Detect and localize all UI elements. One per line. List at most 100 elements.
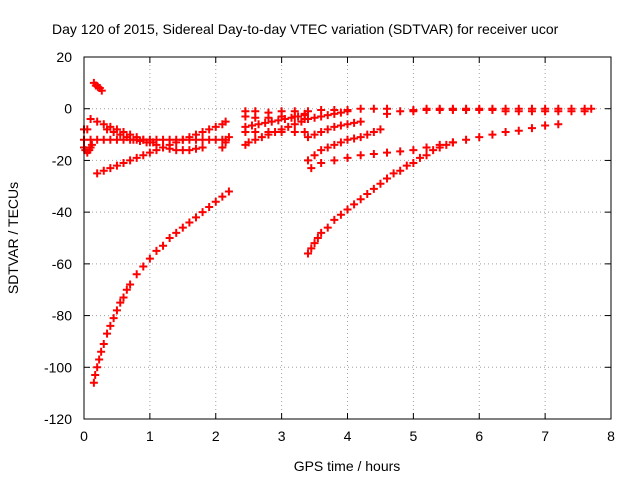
- y-tick-label: -80: [52, 308, 72, 324]
- data-point: [132, 270, 141, 279]
- data-point: [119, 159, 128, 168]
- data-point: [389, 169, 398, 178]
- x-tick-label: 2: [212, 428, 220, 444]
- data-point: [106, 321, 115, 330]
- data-point: [277, 127, 286, 136]
- data-point: [462, 135, 471, 144]
- data-point: [244, 138, 253, 147]
- data-point: [310, 113, 319, 122]
- data-point: [435, 106, 444, 115]
- data-point: [587, 104, 596, 113]
- data-point: [300, 127, 309, 136]
- data-point: [462, 106, 471, 115]
- data-point: [396, 107, 405, 116]
- data-point: [172, 228, 181, 237]
- series-mid-top: [241, 104, 392, 117]
- data-point: [205, 202, 214, 211]
- data-point: [218, 143, 227, 152]
- data-point: [89, 378, 98, 387]
- data-point: [185, 218, 194, 227]
- data-point: [330, 140, 339, 149]
- data-point: [119, 293, 128, 302]
- series-desc-mid: [103, 125, 158, 147]
- x-tick-label: 0: [80, 428, 88, 444]
- data-point: [191, 213, 200, 222]
- data-point: [383, 174, 392, 183]
- data-point: [267, 117, 276, 126]
- data-point: [145, 254, 154, 263]
- data-point: [580, 107, 589, 116]
- data-point: [475, 106, 484, 115]
- data-point: [287, 113, 296, 122]
- data-point: [369, 149, 378, 158]
- data-point: [264, 108, 273, 117]
- series-arc-low-2: [303, 138, 457, 258]
- data-point: [221, 117, 230, 126]
- data-point: [363, 190, 372, 199]
- data-point: [152, 246, 161, 255]
- series-x3-fan-2: [303, 117, 365, 142]
- data-point: [363, 130, 372, 139]
- data-point: [83, 125, 92, 134]
- x-axis-label: GPS time / hours: [294, 458, 401, 474]
- data-point: [290, 127, 299, 136]
- data-point: [224, 133, 233, 142]
- data-point: [112, 161, 121, 170]
- data-point: [336, 138, 345, 147]
- series-left-stub: [80, 125, 92, 134]
- y-tick-label: -20: [52, 152, 72, 168]
- data-point: [554, 120, 563, 129]
- data-point: [211, 122, 220, 131]
- data-point: [149, 138, 158, 147]
- data-point: [323, 111, 332, 120]
- grid: [84, 57, 611, 419]
- data-point: [376, 125, 385, 134]
- data-point: [165, 144, 174, 153]
- y-tick-label: -100: [44, 359, 72, 375]
- data-point: [448, 138, 457, 147]
- data-point: [475, 133, 484, 142]
- data-point: [350, 200, 359, 209]
- data-point: [429, 146, 438, 155]
- data-point: [241, 122, 250, 131]
- data-point: [323, 143, 332, 152]
- data-point: [185, 146, 194, 155]
- series-mid-flat: [241, 127, 309, 136]
- data-point: [126, 280, 135, 289]
- x-tick-label: 6: [475, 428, 483, 444]
- data-point: [159, 143, 168, 152]
- data-point: [313, 234, 322, 242]
- data-point: [310, 239, 319, 248]
- tick-labels: 0 1 2 3 4 5 6 7 8 -120 -100 -80 -60 -40 -20 0 20: [44, 49, 615, 444]
- x-tick-label: 4: [344, 428, 352, 444]
- data-point: [251, 127, 260, 136]
- data-point: [103, 329, 112, 338]
- data-point: [221, 138, 230, 147]
- data-point: [317, 228, 326, 237]
- data-point: [257, 133, 266, 142]
- data-point: [91, 371, 100, 380]
- data-point: [330, 156, 339, 165]
- series-x3-fan-3: [303, 107, 352, 124]
- data-point: [343, 135, 352, 144]
- data-point: [409, 146, 418, 155]
- y-tick-label: -60: [52, 256, 72, 272]
- data-point: [323, 125, 332, 134]
- series-arc-low-1: [89, 187, 233, 387]
- data-point: [95, 355, 104, 364]
- data-point: [303, 133, 312, 142]
- data-point: [87, 140, 96, 149]
- data-point: [567, 107, 576, 116]
- data-point: [330, 122, 339, 131]
- y-tick-label: 0: [64, 101, 72, 117]
- data-point: [330, 215, 339, 224]
- data-point: [241, 107, 250, 116]
- data-point: [139, 151, 148, 160]
- series-rise-long: [307, 120, 563, 173]
- data-point: [99, 120, 108, 129]
- data-point: [317, 146, 326, 155]
- data-point: [350, 134, 359, 143]
- data-point: [178, 223, 187, 232]
- data-point: [307, 244, 316, 253]
